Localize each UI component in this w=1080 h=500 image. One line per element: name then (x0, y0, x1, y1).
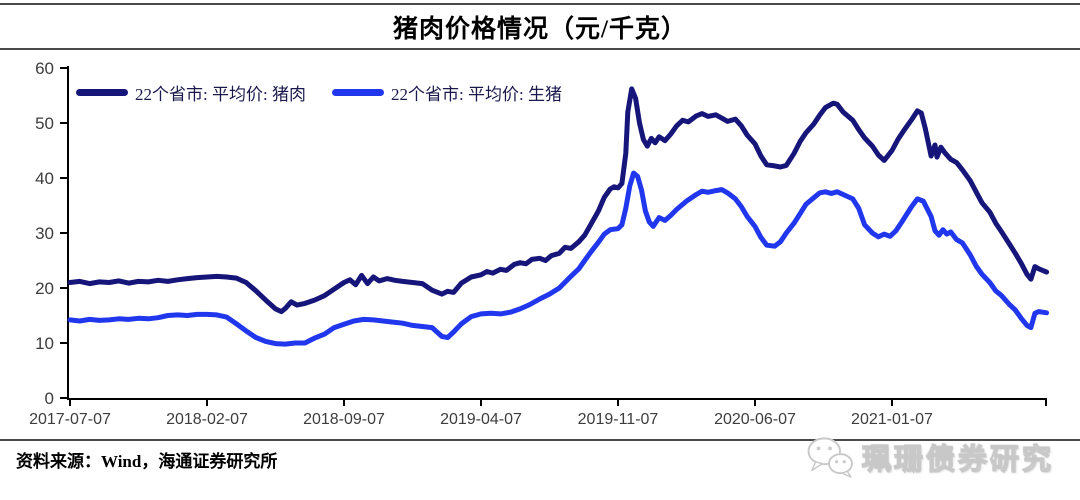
legend-item-pork: 22个省市: 平均价: 猪肉 (76, 80, 306, 105)
x-tick-label: 2018-02-07 (166, 411, 248, 428)
footer-rule (0, 439, 1080, 441)
chart-title: 猪肉价格情况（元/千克） (393, 16, 687, 43)
y-tick-label: 40 (35, 169, 54, 188)
top-rule (0, 3, 1080, 5)
y-tick-label: 20 (35, 279, 54, 298)
axes (67, 66, 1047, 400)
legend-swatch-pork (76, 89, 128, 96)
legend-label-pork: 22个省市: 平均价: 猪肉 (135, 85, 306, 104)
source-note: 资料来源：Wind，海通证券研究所 (16, 452, 278, 471)
x-tick-label: 2020-06-07 (714, 411, 796, 428)
y-tick-label: 50 (35, 114, 54, 133)
legend-swatch-hog (332, 89, 384, 96)
y-tick-label: 0 (45, 389, 54, 408)
y-tick-label: 60 (35, 59, 54, 78)
legend-label-hog: 22个省市: 平均价: 生猪 (391, 85, 562, 104)
x-tick-label: 2017-07-07 (29, 411, 111, 428)
x-tick-label: 2019-04-07 (440, 411, 522, 428)
title-rule (0, 48, 1080, 50)
y-tick-label: 30 (35, 224, 54, 243)
series-line-hog (67, 170, 1050, 347)
series-line-pork (67, 86, 1050, 315)
legend-item-hog: 22个省市: 平均价: 生猪 (332, 80, 562, 105)
y-tick-label: 10 (35, 334, 54, 353)
x-tick-label: 2021-01-07 (851, 411, 933, 428)
wechat-icon (807, 437, 853, 478)
watermark: 珮珊债券研究 (806, 436, 1054, 478)
x-tick-label: 2018-09-07 (303, 411, 385, 428)
watermark-text: 珮珊债券研究 (861, 443, 1054, 476)
x-tick-label: 2019-11-07 (578, 411, 659, 428)
